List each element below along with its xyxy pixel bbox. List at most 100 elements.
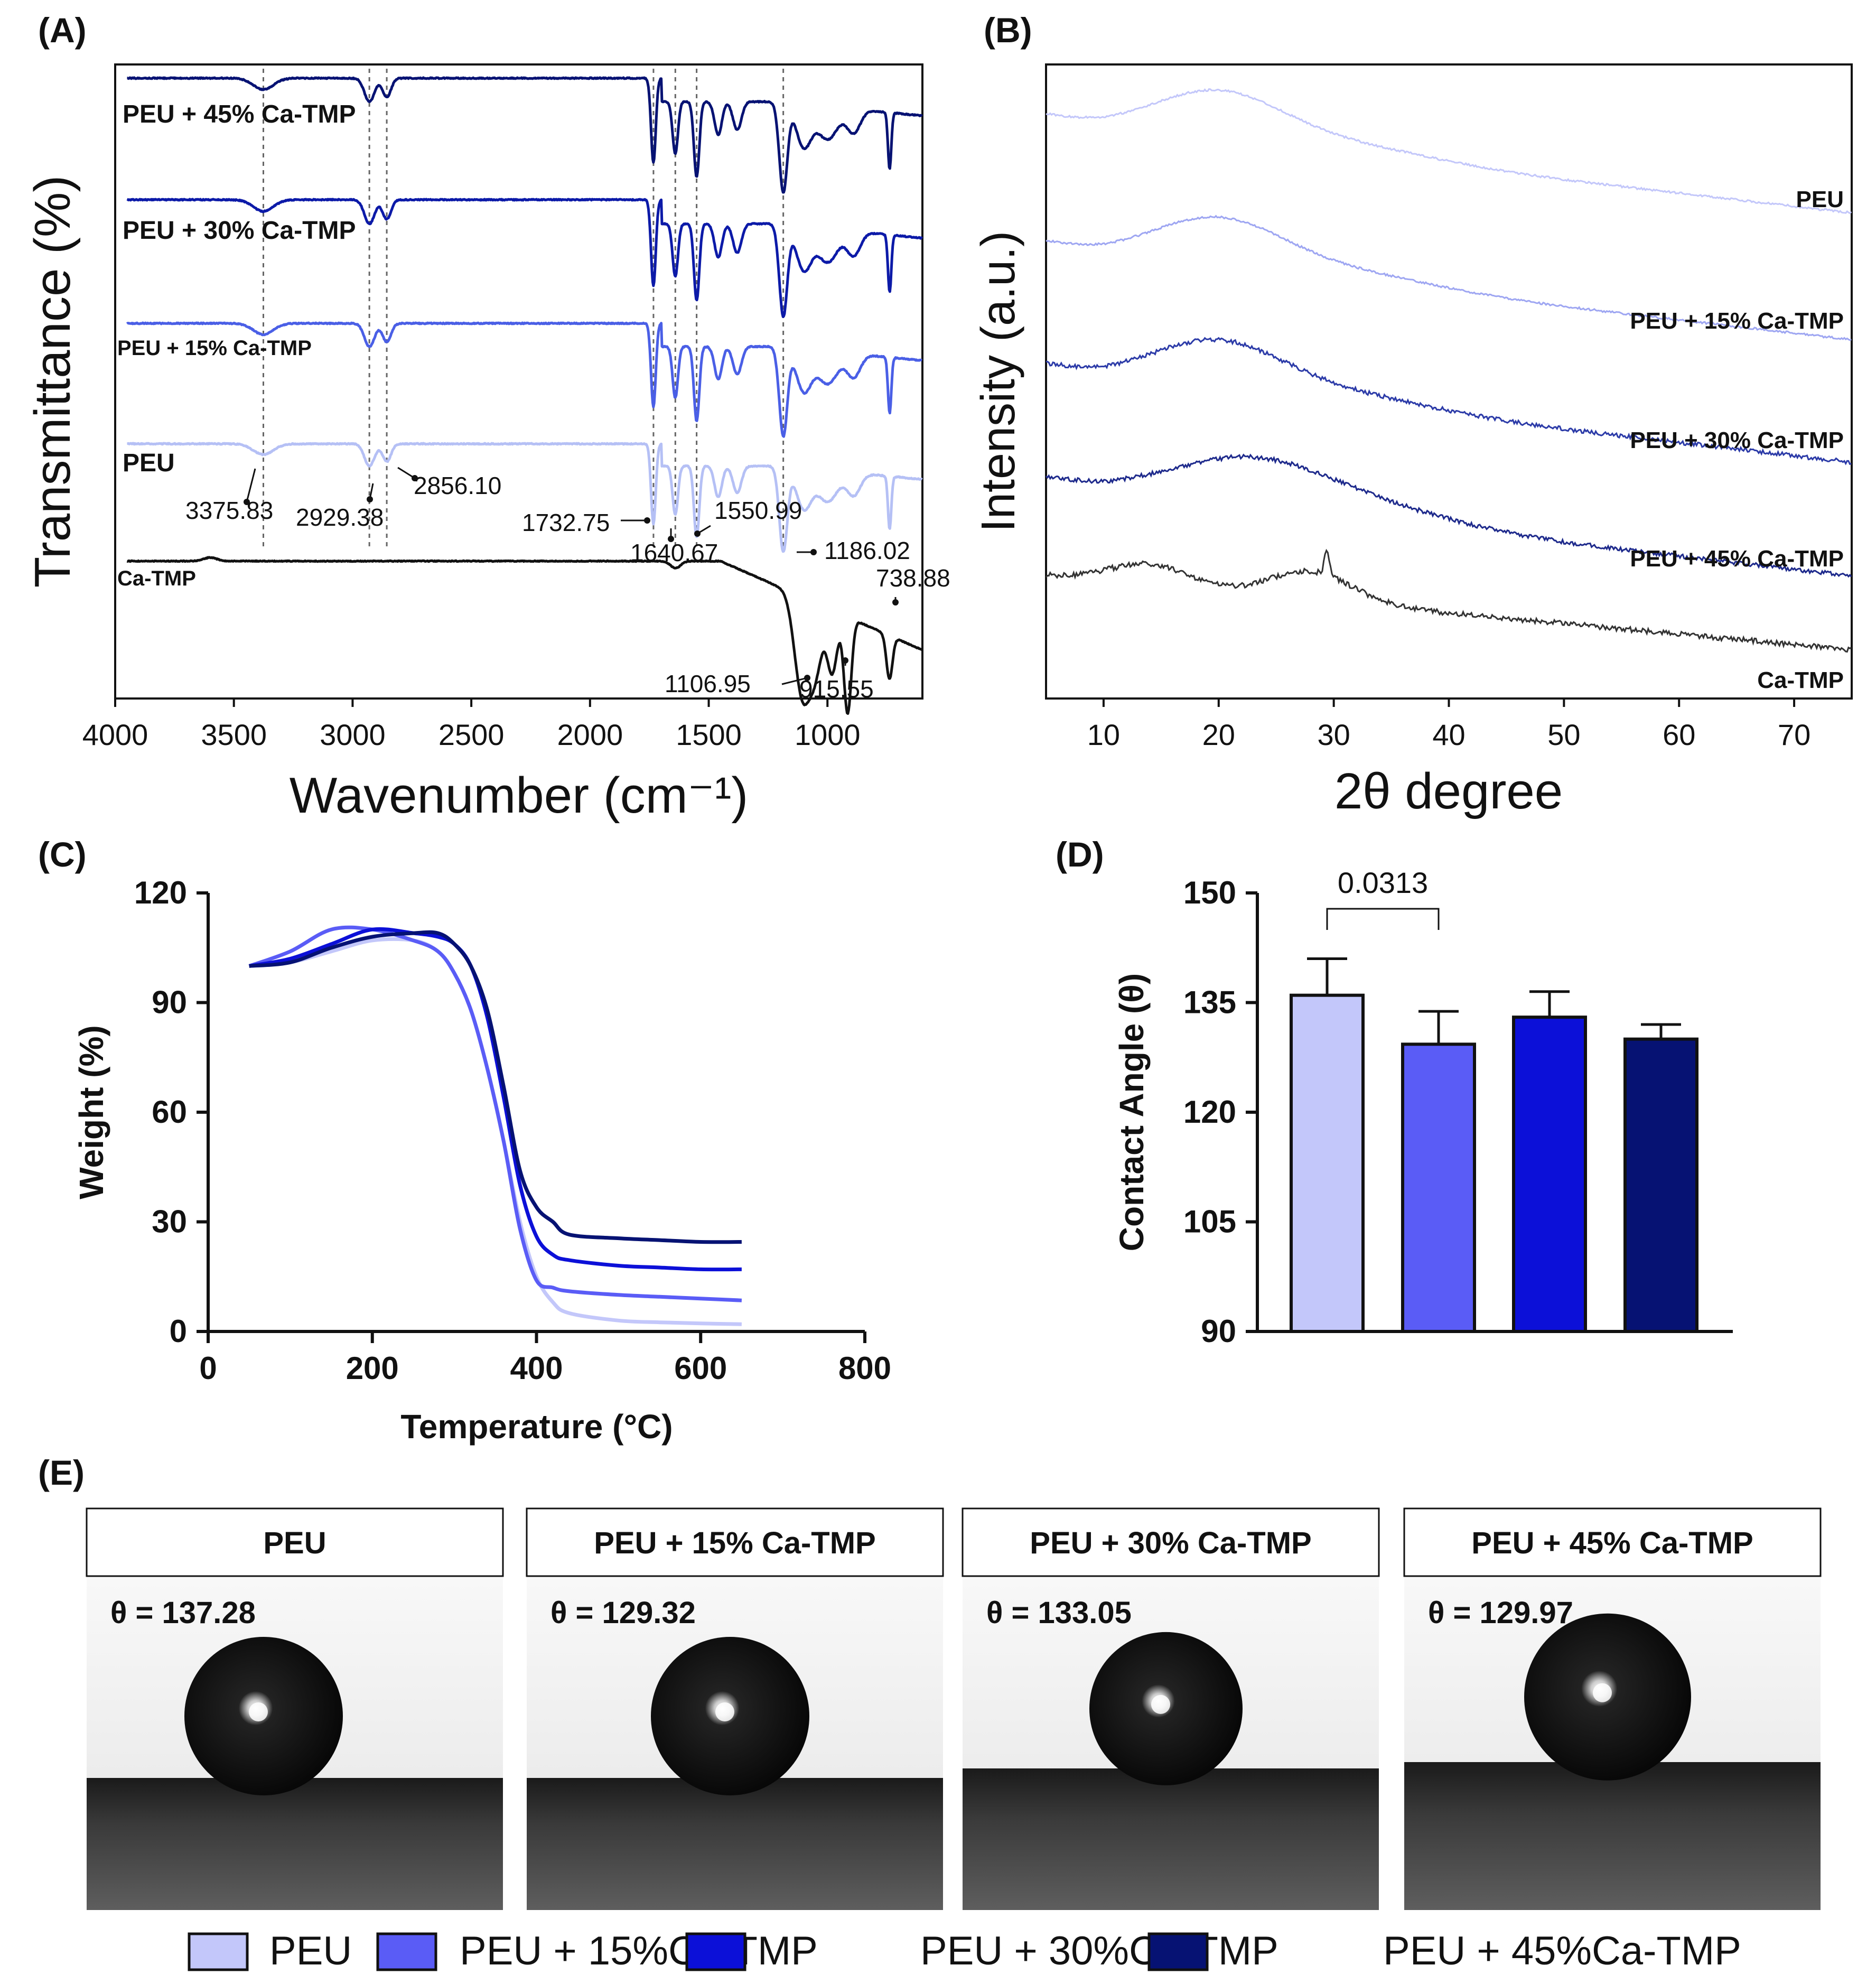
panel-a-peak-arrowhead	[892, 599, 899, 606]
panel-a-peak-label: 1550.99	[714, 497, 802, 524]
legend-label: PEU + 45%Ca-TMP	[1383, 1929, 1741, 1973]
panel-d-contact-angle-chart: 90 105 120 135 150 0.0313 Contact Angle (θ)	[1113, 866, 1733, 1349]
panel-d-y-tick-label: 90	[1201, 1314, 1236, 1349]
legend: PEU PEU + 15%Ca-TMP PEU + 30%Ca-TMP PEU + 4…	[189, 1929, 1741, 1973]
panel-c-tga-chart: 0 200 400 600 800 0 30 60 90 120 Weight (%) Tempe…	[72, 875, 891, 1446]
panel-a-series-label: PEU + 45% Ca-TMP	[123, 100, 356, 128]
panel-a-x-tick-label: 1500	[676, 718, 742, 751]
panel-a-peak-arrowhead	[244, 499, 250, 505]
panel-c-y-tick-label: 0	[170, 1314, 187, 1349]
legend-swatch	[687, 1934, 745, 1970]
panel-a-x-axis-label: Wavenumber (cm⁻¹)	[290, 767, 749, 824]
panel-a-x-tick-label: 4000	[82, 718, 148, 751]
photo-title: PEU	[263, 1526, 326, 1560]
panel-d-y-axis-label: Contact Angle (θ)	[1113, 973, 1151, 1251]
droplet-highlight	[1593, 1683, 1612, 1702]
panel-a-peak-arrowhead	[644, 517, 650, 524]
figure: (A) (B) (C) (D) (E) 4000 3500 3000 2500 2000…	[0, 0, 1876, 1984]
photo-title: PEU + 15% Ca-TMP	[594, 1526, 875, 1560]
panel-a-peak-arrowhead	[694, 530, 701, 537]
panel-a-peak-arrowhead	[367, 496, 373, 502]
legend-swatch	[1149, 1934, 1207, 1970]
panel-b-series-label: PEU	[1796, 187, 1844, 212]
panel-c-x-tick-label: 200	[346, 1350, 399, 1386]
photo-card: PEU + 45% Ca-TMPθ = 129.97	[1404, 1508, 1821, 1910]
panel-a-peak-arrowhead	[842, 657, 848, 664]
panel-c-series-line	[249, 932, 742, 1242]
panel-c-x-tick-label: 0	[199, 1350, 217, 1386]
panel-a-peak-label: 1186.02	[824, 537, 910, 564]
panel-letter-d: (D)	[1056, 835, 1104, 874]
panel-a-peak-label: 3375.83	[185, 497, 273, 524]
panel-b-x-axis-label: 2θ degree	[1334, 763, 1563, 819]
panel-a-series-label: Ca-TMP	[117, 567, 196, 590]
panel-a-peak-label: 2929.38	[296, 504, 384, 531]
panel-a-x-tick-label: 3500	[201, 718, 267, 751]
panel-a-peak-label: 738.88	[876, 564, 950, 592]
panel-a-peak-arrowhead	[412, 475, 418, 481]
panel-b-series-label: PEU + 15% Ca-TMP	[1630, 308, 1844, 334]
panel-e-photos: PEUθ = 137.28PEU + 15% Ca-TMPθ = 129.32P…	[87, 1508, 1821, 1910]
panel-b-series-line	[1046, 89, 1851, 213]
panel-b-x-tick-label: 30	[1317, 718, 1350, 751]
panel-a-y-axis-label: Transmittance (%)	[24, 175, 81, 588]
contact-angle-value: θ = 133.05	[986, 1596, 1132, 1630]
panel-d-bar	[1625, 1039, 1697, 1331]
photo-substrate	[963, 1768, 1379, 1910]
panel-a-peak-label: 1732.75	[522, 509, 610, 536]
panel-b-frame	[1046, 64, 1852, 698]
legend-swatch	[378, 1934, 436, 1970]
panel-b-series-label: PEU + 30% Ca-TMP	[1630, 427, 1844, 453]
panel-d-y-tick-label: 120	[1183, 1094, 1236, 1130]
panel-d-significance-label: 0.0313	[1338, 866, 1428, 899]
panel-letter-c: (C)	[38, 835, 87, 874]
legend-swatch	[189, 1934, 247, 1970]
photo-title: PEU + 30% Ca-TMP	[1030, 1526, 1311, 1560]
panel-a-frame	[115, 64, 922, 698]
legend-label: PEU	[269, 1929, 352, 1973]
panel-c-x-axis-label: Temperature (°C)	[400, 1408, 673, 1446]
panel-a-x-tick-label: 2000	[557, 718, 623, 751]
panel-a-x-tick-label: 3000	[320, 718, 386, 751]
panel-b-series-label: PEU + 45% Ca-TMP	[1630, 546, 1844, 572]
panel-b-series-label: Ca-TMP	[1757, 667, 1844, 693]
legend-label: PEU + 30%Ca-TMP	[920, 1929, 1278, 1973]
panel-b-y-axis-label: Intensity (a.u.)	[972, 231, 1025, 532]
panel-a-ftir-chart: 4000 3500 3000 2500 2000 1500 1000 PEU + 45% C…	[24, 64, 950, 824]
panel-d-bar	[1514, 1017, 1585, 1331]
panel-letter-b: (B)	[984, 11, 1032, 50]
panel-c-y-tick-label: 60	[152, 1094, 187, 1130]
panel-b-x-tick-label: 50	[1547, 718, 1580, 751]
panel-b-x-tick-label: 10	[1087, 718, 1120, 751]
contact-angle-value: θ = 129.97	[1428, 1596, 1573, 1630]
droplet-highlight	[715, 1702, 734, 1721]
panel-a-series-line	[127, 78, 922, 192]
photo-card: PEU + 30% Ca-TMP θ = 133.05	[963, 1508, 1379, 1910]
panel-d-y-tick-label: 135	[1183, 985, 1236, 1020]
panel-a-peak-label: 1640.67	[630, 539, 718, 566]
panel-c-series-line	[249, 927, 742, 1300]
droplet-highlight	[249, 1702, 268, 1721]
panel-d-significance-bracket	[1327, 909, 1439, 930]
panel-c-x-tick-label: 800	[838, 1350, 891, 1386]
panel-a-x-tick-label: 1000	[795, 718, 861, 751]
panel-d-bar	[1403, 1044, 1474, 1331]
panel-c-y-tick-label: 120	[134, 875, 187, 910]
panel-a-peak-label: 915.55	[799, 675, 874, 703]
panel-b-x-tick-label: 60	[1663, 718, 1695, 751]
panel-c-x-tick-label: 600	[674, 1350, 727, 1386]
photo-substrate	[527, 1778, 943, 1910]
contact-angle-value: θ = 129.32	[550, 1596, 696, 1630]
panel-a-x-tick-label: 2500	[438, 718, 505, 751]
panel-d-bar	[1291, 995, 1363, 1331]
panel-a-series-label: PEU + 15% Ca-TMP	[117, 337, 312, 360]
photo-card: PEU θ = 137.28	[87, 1508, 503, 1910]
legend-label: PEU + 15%Ca-TMP	[460, 1929, 818, 1973]
panel-b-x-tick-label: 40	[1432, 718, 1465, 751]
photo-card: PEU + 15% Ca-TMP θ = 129.32	[527, 1508, 943, 1910]
photo-substrate	[87, 1778, 503, 1910]
panel-letter-e: (E)	[38, 1453, 85, 1492]
panel-c-y-tick-label: 90	[152, 985, 187, 1020]
panel-d-y-tick-label: 150	[1183, 875, 1236, 910]
panel-c-y-axis-label: Weight (%)	[72, 1025, 110, 1199]
